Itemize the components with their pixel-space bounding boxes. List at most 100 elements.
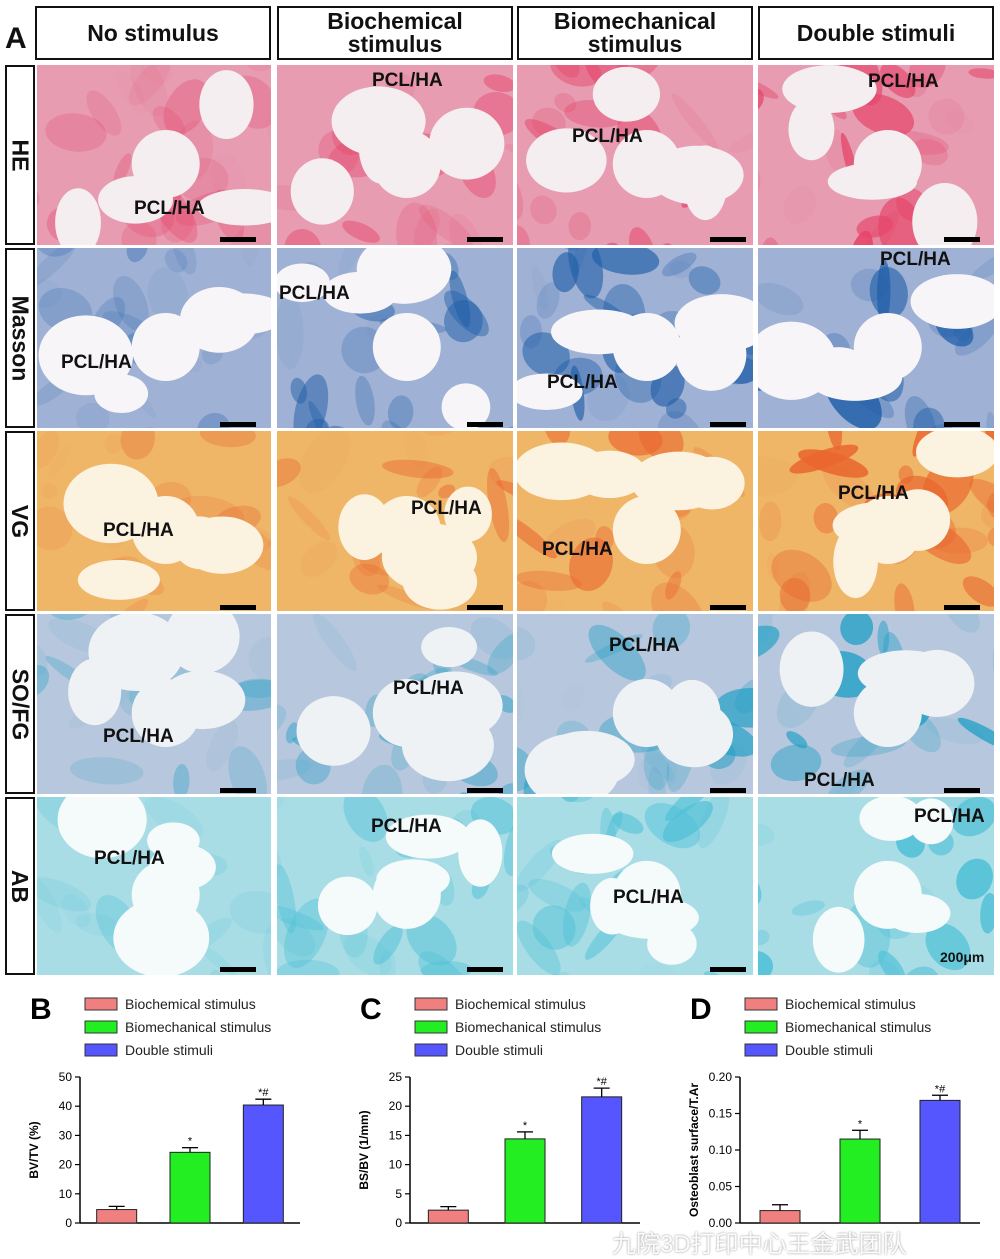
scaffold-label: PCL/HA xyxy=(372,70,443,92)
histology-image: PCL/HA xyxy=(758,431,994,611)
legend-swatch xyxy=(415,1044,447,1056)
scaffold-label: PCL/HA xyxy=(804,770,875,792)
significance-mark: * xyxy=(858,1118,863,1130)
y-tick-label: 50 xyxy=(59,1070,73,1084)
scaffold-label: PCL/HA xyxy=(868,71,939,93)
y-tick-label: 20 xyxy=(389,1099,403,1113)
bar xyxy=(243,1105,283,1223)
scaffold-label: PCL/HA xyxy=(103,520,174,542)
panel-letter-c: C xyxy=(360,993,382,1026)
histology-image: PCL/HA 200μm xyxy=(758,797,994,975)
tissue-texture xyxy=(758,614,994,794)
scale-bar xyxy=(467,967,503,972)
scaffold-label: PCL/HA xyxy=(880,249,951,271)
histology-image: PCL/HA xyxy=(758,248,994,428)
histology-image: PCL/HA xyxy=(517,797,753,975)
tissue-texture xyxy=(517,431,753,611)
legend-swatch xyxy=(415,1021,447,1033)
scale-bar xyxy=(467,788,503,793)
histology-image: PCL/HA xyxy=(277,431,513,611)
scaffold-label: PCL/HA xyxy=(61,352,132,374)
tissue-texture xyxy=(37,797,271,975)
scaffold-label: PCL/HA xyxy=(411,498,482,520)
scale-bar xyxy=(710,967,746,972)
legend-swatch xyxy=(85,1021,117,1033)
histology-image: PCL/HA xyxy=(517,614,753,794)
tissue-texture xyxy=(37,614,271,794)
watermark-text: 九院3D打印中心王金武团队 xyxy=(612,1224,907,1259)
y-tick-label: 20 xyxy=(59,1158,73,1172)
bar xyxy=(170,1152,210,1223)
y-tick-label: 40 xyxy=(59,1099,73,1113)
tissue-texture xyxy=(517,65,753,245)
legend-swatch xyxy=(745,1021,777,1033)
tissue-texture xyxy=(37,248,271,428)
column-header-biochemical: Biochemical stimulus xyxy=(277,6,513,60)
bar xyxy=(582,1097,622,1223)
significance-mark: * xyxy=(523,1120,528,1132)
y-tick-label: 0.05 xyxy=(709,1180,733,1194)
bar xyxy=(97,1210,137,1223)
tissue-texture xyxy=(517,797,753,975)
scale-bar xyxy=(220,605,256,610)
row-label-vg: VG xyxy=(5,431,35,611)
scale-bar xyxy=(467,422,503,427)
scale-bar xyxy=(220,788,256,793)
scale-bar xyxy=(467,237,503,242)
scaffold-label: PCL/HA xyxy=(94,848,165,870)
histology-image: PCL/HA xyxy=(517,248,753,428)
histology-image: PCL/HA xyxy=(37,431,271,611)
scale-bar xyxy=(710,237,746,242)
y-tick-label: 0.20 xyxy=(709,1070,733,1084)
column-header-double: Double stimuli xyxy=(758,6,994,60)
row-label-ab: AB xyxy=(5,797,35,975)
y-tick-label: 10 xyxy=(59,1187,73,1201)
histology-image: PCL/HA xyxy=(517,65,753,245)
y-axis-label: BV/TV (%) xyxy=(27,1121,41,1178)
y-tick-label: 5 xyxy=(395,1187,402,1201)
legend-label: Biochemical stimulus xyxy=(125,996,256,1012)
bar xyxy=(505,1139,545,1223)
panel-letter-d: D xyxy=(690,993,712,1026)
y-tick-label: 30 xyxy=(59,1128,73,1142)
row-label-masson: Masson xyxy=(5,248,35,428)
y-tick-label: 10 xyxy=(389,1158,403,1172)
legend-label: Biomechanical stimulus xyxy=(455,1019,601,1035)
histology-image: PCL/HA xyxy=(37,797,271,975)
scale-bar xyxy=(710,788,746,793)
row-label-he: HE xyxy=(5,65,35,245)
histology-image: PCL/HA xyxy=(37,614,271,794)
scaffold-label: PCL/HA xyxy=(542,539,613,561)
row-label-so-fg: SO/FG xyxy=(5,614,35,794)
column-header-no-stimulus: No stimulus xyxy=(35,6,271,60)
scale-bar xyxy=(220,967,256,972)
scale-bar xyxy=(944,788,980,793)
y-tick-label: 15 xyxy=(389,1128,403,1142)
histology-image: PCL/HA xyxy=(277,797,513,975)
histology-image: PCL/HA xyxy=(758,614,994,794)
legend-swatch xyxy=(85,998,117,1010)
legend-label: Double stimuli xyxy=(785,1042,873,1058)
scale-bar xyxy=(944,422,980,427)
histology-image: PCL/HA xyxy=(37,248,271,428)
scaffold-label: PCL/HA xyxy=(371,816,442,838)
histology-image: PCL/HA xyxy=(277,248,513,428)
scale-bar xyxy=(220,237,256,242)
legend-label: Double stimuli xyxy=(125,1042,213,1058)
y-axis-label: Osteoblast surface/T.Ar xyxy=(687,1083,701,1217)
significance-mark: *# xyxy=(258,1087,269,1099)
tissue-texture xyxy=(758,431,994,611)
legend-swatch xyxy=(415,998,447,1010)
y-tick-label: 25 xyxy=(389,1070,403,1084)
panel-letter-b: B xyxy=(30,993,52,1026)
scaffold-label: PCL/HA xyxy=(609,635,680,657)
legend-swatch xyxy=(745,1044,777,1056)
scale-bar xyxy=(467,605,503,610)
legend-label: Biochemical stimulus xyxy=(785,996,916,1012)
tissue-texture xyxy=(277,431,513,611)
scaffold-label: PCL/HA xyxy=(613,887,684,909)
tissue-texture xyxy=(758,248,994,428)
